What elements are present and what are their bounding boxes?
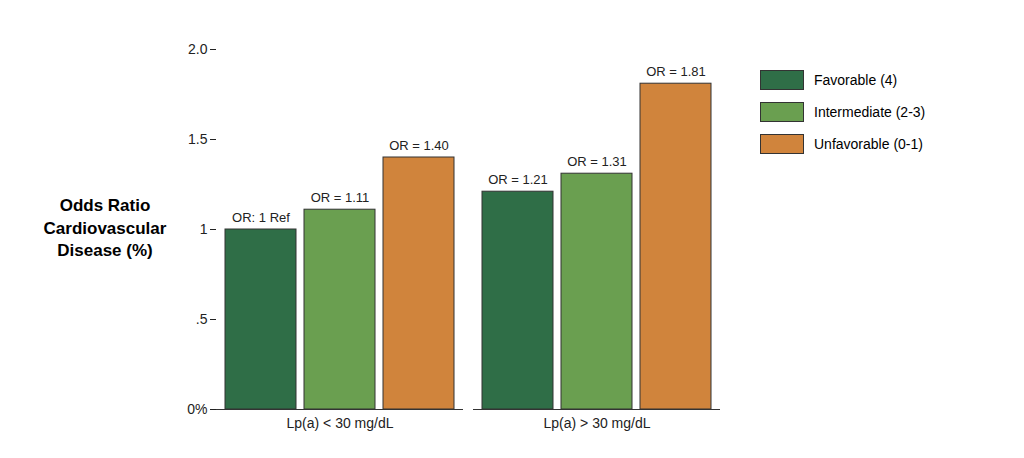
svg-text:OR = 1.11: OR = 1.11 [311,190,370,205]
svg-text:Lp(a) > 30 mg/dL: Lp(a) > 30 mg/dL [543,415,650,431]
svg-text:OR = 1.31: OR = 1.31 [567,154,627,169]
svg-text:2.0: 2.0 [188,41,208,57]
svg-text:OR = 1.21: OR = 1.21 [488,172,548,187]
svg-text:OR = 1.81: OR = 1.81 [646,64,706,79]
svg-text:1.5: 1.5 [188,131,208,147]
svg-text:.5: .5 [196,311,208,327]
html-text:Favorable (4): Favorable (4) [814,72,898,88]
svg-text:0%: 0% [187,401,207,417]
html-text:Odds Ratio Cardiovascular Dise: Odds Ratio Cardiovascular Disease (%) [43,195,167,261]
html-text:Unfavorable (0-1): Unfavorable (0-1) [814,136,923,152]
svg-text:1: 1 [200,221,208,237]
svg-text:OR: 1 Ref: OR: 1 Ref [232,210,290,225]
html-text:Intermediate (2-3): Intermediate (2-3) [814,104,926,120]
svg-text:OR = 1.40: OR = 1.40 [389,138,449,153]
svg-text:Lp(a) < 30 mg/dL: Lp(a) < 30 mg/dL [286,415,393,431]
